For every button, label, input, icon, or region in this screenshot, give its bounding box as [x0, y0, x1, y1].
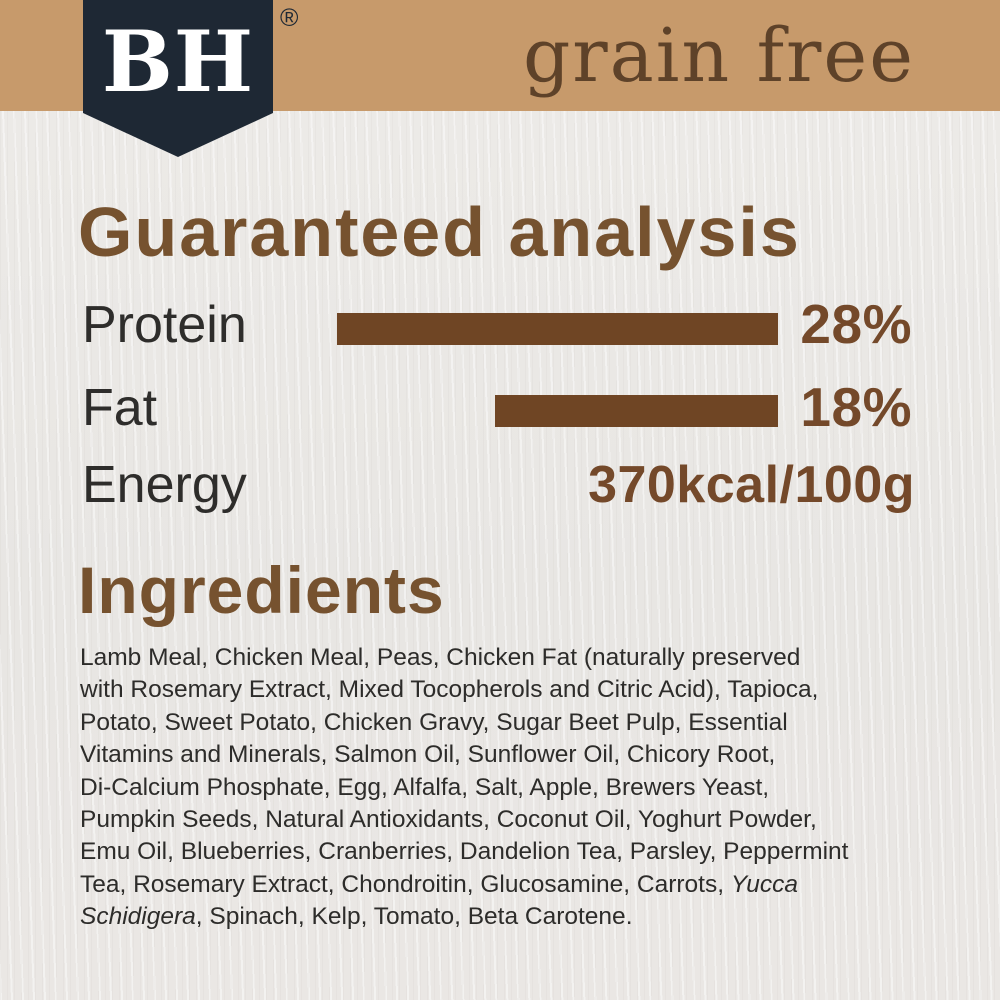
ingredients-line: Pumpkin Seeds, Natural Antioxidants, Coc…	[80, 806, 817, 834]
ingredients-line: Schidigera, Spinach, Kelp, Tomato, Beta …	[80, 901, 960, 933]
registered-trademark-symbol: ®	[280, 4, 299, 32]
ingredients-line: with Rosemary Extract, Mixed Tocopherols…	[80, 676, 819, 704]
ingredients-heading: Ingredients	[78, 553, 445, 627]
ingredients-line8-italic: Yucca	[730, 870, 799, 898]
protein-bar	[337, 313, 778, 345]
ingredients-line: Tea, Rosemary Extract, Chondroitin, Gluc…	[80, 869, 960, 901]
fat-value: 18%	[800, 376, 912, 438]
ingredients-line8-text: Tea, Rosemary Extract, Chondroitin, Gluc…	[80, 870, 731, 898]
brand-badge: BH	[83, 0, 273, 157]
energy-value: 370kcal/100g	[588, 456, 915, 514]
ingredients-line: Vitamins and Minerals, Salmon Oil, Sunfl…	[80, 741, 776, 769]
ingredients-paragraph: Lamb Meal, Chicken Meal, Peas, Chicken F…	[80, 642, 960, 934]
ingredients-line: Potato, Sweet Potato, Chicken Gravy, Sug…	[80, 708, 788, 736]
protein-value: 28%	[800, 293, 912, 355]
ingredients-line9-italic: Schidigera	[80, 903, 196, 931]
ingredients-line: Emu Oil, Blueberries, Cranberries, Dande…	[80, 838, 849, 866]
guaranteed-analysis-heading: Guaranteed analysis	[78, 193, 801, 271]
ingredients-line9-text: , Spinach, Kelp, Tomato, Beta Carotene.	[195, 903, 633, 931]
fat-bar	[494, 395, 778, 427]
ingredients-line: Di-Calcium Phosphate, Egg, Alfalfa, Salt…	[80, 773, 770, 801]
energy-label: Energy	[82, 456, 247, 514]
ingredients-line: Lamb Meal, Chicken Meal, Peas, Chicken F…	[80, 644, 801, 671]
brand-logo-text: BH	[101, 12, 255, 111]
grain-free-label: grain free	[522, 13, 915, 99]
fat-label: Fat	[82, 379, 158, 437]
protein-label: Protein	[82, 296, 247, 354]
